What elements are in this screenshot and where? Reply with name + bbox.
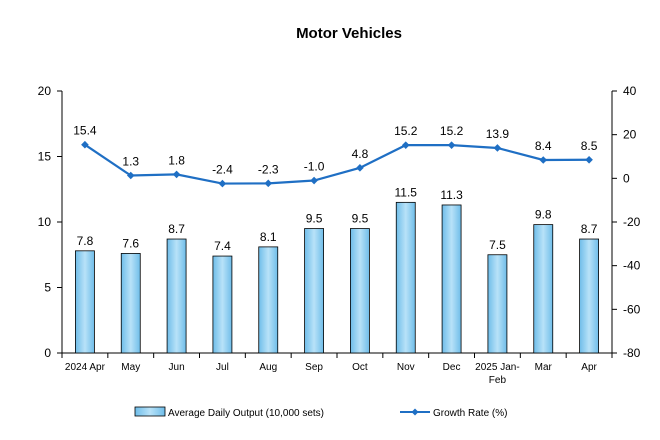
y-right-tick-label: -60 [623,302,641,316]
bar-data-label: 11.5 [395,185,418,199]
x-tick-label: Dec [443,362,461,373]
bar [212,255,233,354]
growth-rate-point [585,155,593,164]
legend: Average Daily Output (10,000 sets) Growth… [134,406,507,419]
x-tick-label: Jun [169,362,185,373]
legend-line-label: Growth Rate (%) [433,408,507,419]
bar-data-label: 9.5 [352,212,369,226]
bar-data-label: 8.1 [260,230,277,244]
line-data-label: 1.3 [122,154,139,168]
x-tick-label: Oct [352,362,368,373]
y-right-tick-label: -40 [623,259,641,273]
line-data-label: 13.9 [486,127,510,141]
bar [441,204,462,354]
legend-bar-label: Average Daily Output (10,000 sets) [168,408,324,419]
line-data-label: -2.3 [258,162,279,176]
bar [533,224,554,354]
y-right-tick-label: -20 [623,215,641,229]
chart-title: Motor Vehicles [296,25,402,42]
bar-data-label: 8.7 [168,222,185,236]
bar-data-label: 7.8 [77,234,94,248]
bar [350,228,370,354]
line-data-label: 8.4 [535,139,552,153]
x-tick-label: Aug [259,362,277,373]
bar-data-label: 7.5 [489,238,506,252]
growth-rate-point [539,156,548,164]
bar [487,254,508,354]
y-left-tick-label: 20 [38,84,52,98]
bar [75,250,95,354]
x-tick-label: Nov [397,362,415,373]
growth-rate-point [310,176,318,185]
growth-rate-line [84,143,590,185]
bar-data-label: 9.5 [306,212,323,226]
y-right-tick-label: 20 [623,128,637,142]
y-left-tick-label: 10 [38,215,52,229]
legend-line-marker [411,408,419,416]
line-data-label: 15.4 [73,124,97,138]
x-tick-label: Jul [216,362,229,373]
line-data-label: -2.4 [212,163,233,177]
growth-rate-point [401,141,410,149]
x-tick-label: Mar [535,362,553,373]
growth-rate-point [218,179,227,188]
y-right-tick-label: 0 [623,171,630,185]
x-tick-label: May [121,362,140,373]
line-data-label: 15.2 [440,124,464,138]
bar [120,253,141,354]
line-data-label: 4.8 [352,147,369,161]
bar-data-label: 8.7 [581,222,598,236]
x-tick-label: 2024 Apr [65,362,106,373]
plot-area: 0 5 10 15 20 -80 -60 -40 -20 0 20 40 2024 Apr May Jun J… [38,84,641,386]
bar-data-label: 11.3 [440,188,463,202]
bar-data-label: 7.4 [214,239,231,253]
bar-data-label: 9.8 [535,208,552,222]
legend-bar-swatch [134,406,166,417]
y-left-tick-label: 5 [44,281,51,295]
y-left-tick-label: 0 [44,346,51,360]
y-right-tick-label: 40 [623,84,637,98]
growth-rate-point [493,144,502,152]
bar [579,238,599,354]
growth-rate-point [264,179,273,188]
bar [258,246,279,354]
y-right-tick-label: -80 [623,346,641,360]
growth-rate-point [447,141,456,149]
x-tick-label: Sep [305,362,323,373]
bar [395,201,416,354]
line-data-label: 8.5 [581,139,598,153]
growth-rate-point [356,164,364,172]
growth-rate-point [81,140,89,149]
bar [166,238,187,354]
bar-data-label: 7.6 [122,236,139,250]
line-data-label: 15.2 [394,124,418,138]
x-tick-label: Feb [489,375,507,386]
y-left-tick-label: 15 [38,150,52,164]
line-data-label: -1.0 [304,160,325,174]
bar [304,228,324,354]
x-tick-label: Apr [581,362,597,373]
line-data-label: 1.8 [168,153,185,167]
x-tick-label: 2025 Jan- [475,362,519,373]
growth-rate-point [126,171,135,180]
growth-rate-point [172,170,181,179]
